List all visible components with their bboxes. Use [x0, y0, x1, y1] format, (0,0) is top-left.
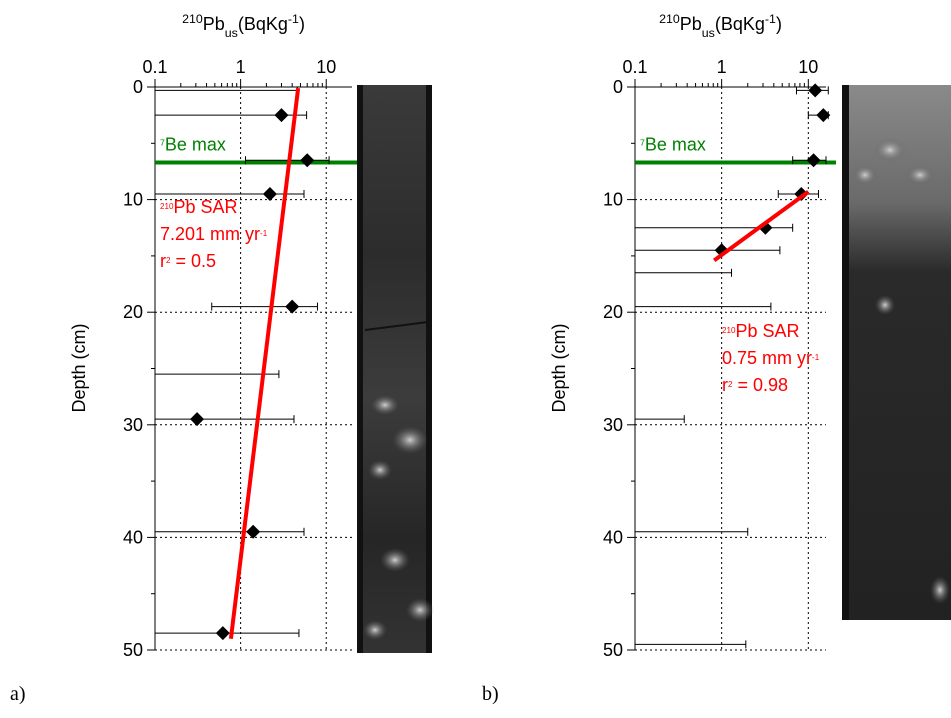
rich-text: 7.201 mm yr-1 [160, 224, 268, 244]
rich-text: 0.75 mm yr-1 [722, 348, 820, 368]
rich-text: 210Pb SAR [160, 197, 237, 217]
y-axis-title: Depth (cm) [549, 323, 569, 412]
text-part: -1 [812, 353, 820, 362]
text-part: 7 [160, 137, 165, 147]
x-tick-label: 1 [717, 57, 727, 77]
text-part: 210 [722, 326, 736, 335]
text-part: 210 [182, 12, 203, 26]
text-part: Be max [165, 134, 226, 154]
text-part: = 0.5 [170, 251, 216, 271]
data-point [190, 412, 205, 427]
y-tick-label: 40 [123, 527, 143, 547]
text-part: Pb [203, 14, 225, 34]
y-tick-label: 30 [123, 415, 143, 435]
text-part: r [160, 251, 166, 271]
text-part: -1 [765, 12, 776, 26]
text-part: us [702, 26, 715, 40]
y-tick-label: 0 [613, 77, 623, 97]
rich-text: r2 = 0.5 [160, 251, 216, 271]
data-point [808, 83, 823, 98]
fit-line [228, 87, 301, 639]
rich-text: r2 = 0.98 [722, 375, 788, 395]
panel-label: b) [482, 683, 499, 705]
text-part: (BqKg [715, 14, 765, 34]
text-part: 2 [728, 380, 733, 389]
data-point [816, 108, 831, 123]
text-part: -1 [260, 229, 268, 238]
x-tick-label: 0.1 [142, 57, 167, 77]
y-tick-label: 0 [133, 77, 143, 97]
data-point [274, 108, 289, 123]
text-part: 7 [640, 137, 645, 147]
text-part: r [722, 375, 728, 395]
data-point [246, 524, 261, 539]
text-part: ) [776, 14, 782, 34]
text-part: (BqKg [238, 14, 288, 34]
x-tick-label: 10 [798, 57, 818, 77]
fit-line [713, 190, 810, 263]
y-tick-label: 50 [123, 640, 143, 660]
text-part: 2 [166, 256, 171, 265]
data-point [300, 153, 315, 168]
text-part: Pb SAR [173, 197, 237, 217]
core-image-a [357, 85, 434, 653]
text-part: Pb [680, 14, 702, 34]
y-axis-title: Depth (cm) [69, 323, 89, 412]
x-tick-label: 10 [316, 57, 336, 77]
y-tick-label: 20 [603, 302, 623, 322]
text-part: Be max [645, 134, 706, 154]
data-point [262, 186, 277, 201]
rich-text: 7Be max [640, 134, 706, 154]
y-tick-label: 40 [603, 527, 623, 547]
text-part: 0.75 mm yr [722, 348, 812, 368]
text-part: = 0.98 [732, 375, 788, 395]
x-tick-label: 0.1 [622, 57, 647, 77]
panel-label: a) [10, 683, 26, 705]
y-tick-label: 30 [603, 415, 623, 435]
data-point [806, 153, 821, 168]
data-point [215, 626, 230, 641]
y-tick-label: 10 [603, 190, 623, 210]
core-image-b [842, 85, 951, 620]
text-part: 210 [659, 12, 680, 26]
y-tick-label: 10 [123, 190, 143, 210]
rich-text: 210Pbus(BqKg-1) [659, 12, 782, 40]
text-part: -1 [288, 12, 299, 26]
y-tick-label: 20 [123, 302, 143, 322]
y-tick-label: 50 [603, 640, 623, 660]
text-part: us [225, 26, 238, 40]
text-part: 210 [160, 202, 174, 211]
text-part: Pb SAR [735, 321, 799, 341]
rich-text: 7Be max [160, 134, 226, 154]
rich-text: 210Pbus(BqKg-1) [182, 12, 305, 40]
x-tick-label: 1 [236, 57, 246, 77]
rich-text: 210Pb SAR [722, 321, 799, 341]
data-point [285, 299, 300, 314]
text-part: ) [299, 14, 305, 34]
text-part: 7.201 mm yr [160, 224, 260, 244]
